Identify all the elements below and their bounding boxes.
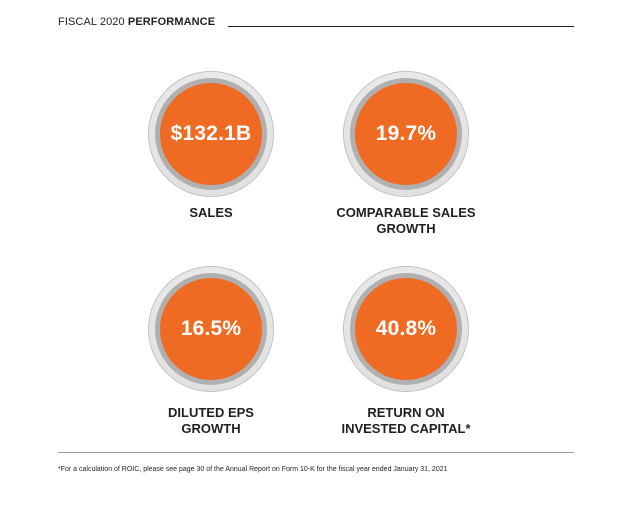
sales-label: SALES: [111, 205, 311, 221]
diluted-eps-disc: 16.5%: [149, 267, 273, 391]
disc-core: 16.5%: [160, 278, 262, 380]
comparable-sales-label-line1: COMPARABLE SALES: [336, 205, 476, 220]
roic-label-line2: INVESTED CAPITAL*: [341, 421, 471, 436]
comparable-sales-label-line2: GROWTH: [376, 221, 436, 236]
diluted-eps-value: 16.5%: [180, 317, 242, 340]
disc-core: $132.1B: [160, 83, 262, 185]
diluted-eps-label-line1: DILUTED EPS: [168, 405, 254, 420]
roic-disc: 40.8%: [344, 267, 468, 391]
header-year: FISCAL 2020: [58, 16, 125, 28]
sales-value: $132.1B: [170, 122, 252, 145]
disc-core: 19.7%: [355, 83, 457, 185]
roic-label-line1: RETURN ON: [367, 405, 445, 420]
sales-disc: $132.1B: [149, 72, 273, 196]
roic-label: RETURN ON INVESTED CAPITAL*: [306, 405, 506, 437]
diluted-eps-label-line2: GROWTH: [181, 421, 241, 436]
diluted-eps-label: DILUTED EPS GROWTH: [111, 405, 311, 437]
disc-core: 40.8%: [355, 278, 457, 380]
roic-value: 40.8%: [375, 317, 437, 340]
header-rule: [228, 26, 574, 27]
comparable-sales-value: 19.7%: [375, 122, 437, 145]
section-header: FISCAL 2020 PERFORMANCE: [58, 16, 215, 28]
header-title: PERFORMANCE: [127, 16, 216, 28]
comparable-sales-label: COMPARABLE SALES GROWTH: [306, 205, 506, 237]
sales-label-line1: SALES: [189, 205, 233, 220]
comparable-sales-disc: 19.7%: [344, 72, 468, 196]
footer-rule: [58, 452, 574, 453]
footnote: *For a calculation of ROIC, please see p…: [58, 466, 448, 473]
